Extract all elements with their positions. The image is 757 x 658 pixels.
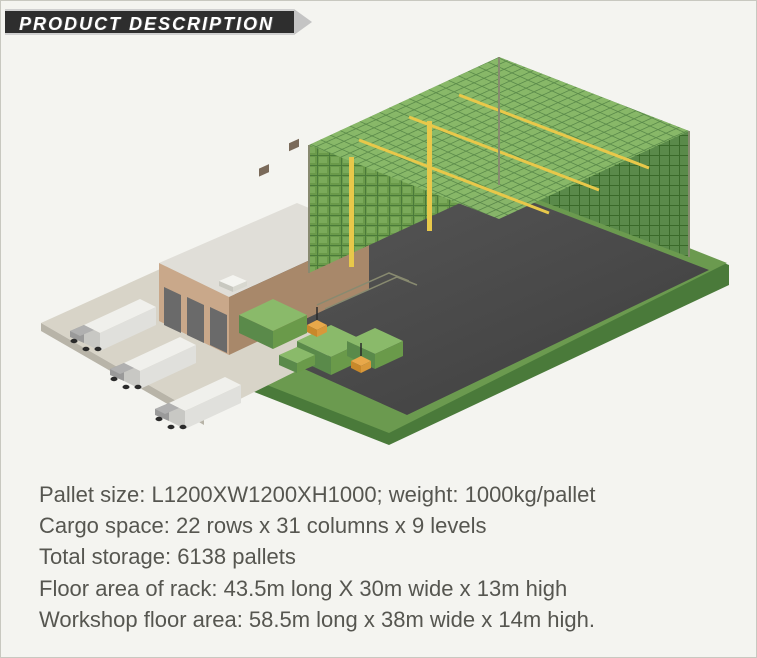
- section-header: PRODUCT DESCRIPTION: [5, 9, 312, 35]
- spec-line: Total storage: 6138 pallets: [39, 541, 719, 572]
- spec-line: Workshop floor area: 58.5m long x 38m wi…: [39, 604, 719, 635]
- spec-line: Floor area of rack: 43.5m long X 30m wid…: [39, 573, 719, 604]
- spec-line: Pallet size: L1200XW1200XH1000; weight: …: [39, 479, 719, 510]
- warehouse-illustration: [29, 45, 729, 455]
- section-title: PRODUCT DESCRIPTION: [5, 9, 294, 35]
- spec-list: Pallet size: L1200XW1200XH1000; weight: …: [39, 479, 719, 635]
- header-tail-decoration: [294, 9, 312, 35]
- spec-line: Cargo space: 22 rows x 31 columns x 9 le…: [39, 510, 719, 541]
